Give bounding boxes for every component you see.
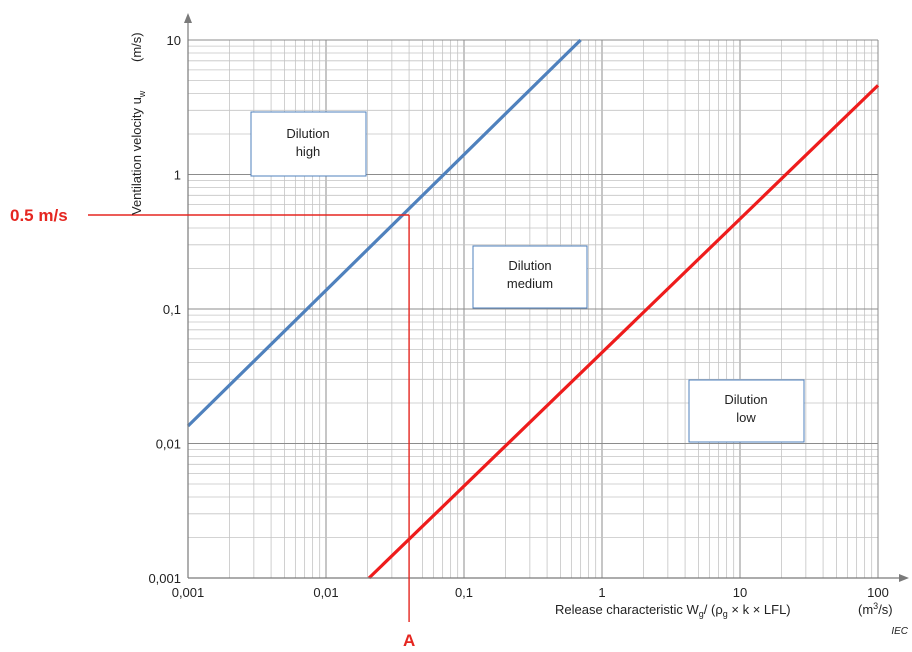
y-tick-label: 0,001 xyxy=(148,571,181,586)
region-low-line1: Dilution xyxy=(724,392,767,407)
x-tick-label: 100 xyxy=(867,585,889,600)
x-axis-label: Release characteristic Wg/ (ρg × k × LFL… xyxy=(555,602,791,619)
region-high-line2: high xyxy=(296,144,321,159)
y-tick-label: 1 xyxy=(174,168,181,183)
x-tick-label: 1 xyxy=(598,585,605,600)
source-label: IEC xyxy=(891,626,908,637)
series-line-2 xyxy=(369,85,878,578)
x-tick-label: 0,001 xyxy=(172,585,205,600)
region-box-high: Dilution high xyxy=(251,112,366,176)
region-box-medium: Dilution medium xyxy=(473,246,587,308)
region-high-line1: Dilution xyxy=(286,126,329,141)
y-tick-label: 10 xyxy=(167,33,181,48)
y-tick-label: 0,1 xyxy=(163,302,181,317)
region-medium-line2: medium xyxy=(507,276,553,291)
x-axis-arrow xyxy=(899,574,909,582)
region-medium-line1: Dilution xyxy=(508,258,551,273)
y-axis-label: Ventilation velocity uw xyxy=(129,90,147,215)
y-axis-unit: (m/s) xyxy=(129,32,144,62)
x-tick-label: 0,01 xyxy=(313,585,338,600)
region-box-low: Dilution low xyxy=(689,380,804,442)
series-line-1 xyxy=(188,40,581,426)
x-tick-label: 10 xyxy=(733,585,747,600)
x-axis-unit: (m3/s) xyxy=(858,601,893,617)
x-tick-label: 0,1 xyxy=(455,585,473,600)
velocity-label: 0.5 m/s xyxy=(10,206,68,225)
region-low-line2: low xyxy=(736,410,756,425)
y-axis-arrow xyxy=(184,13,192,23)
point-a-label: A xyxy=(403,631,415,650)
y-tick-label: 0,01 xyxy=(156,437,181,452)
annotations: 0.5 m/s A xyxy=(10,206,415,650)
